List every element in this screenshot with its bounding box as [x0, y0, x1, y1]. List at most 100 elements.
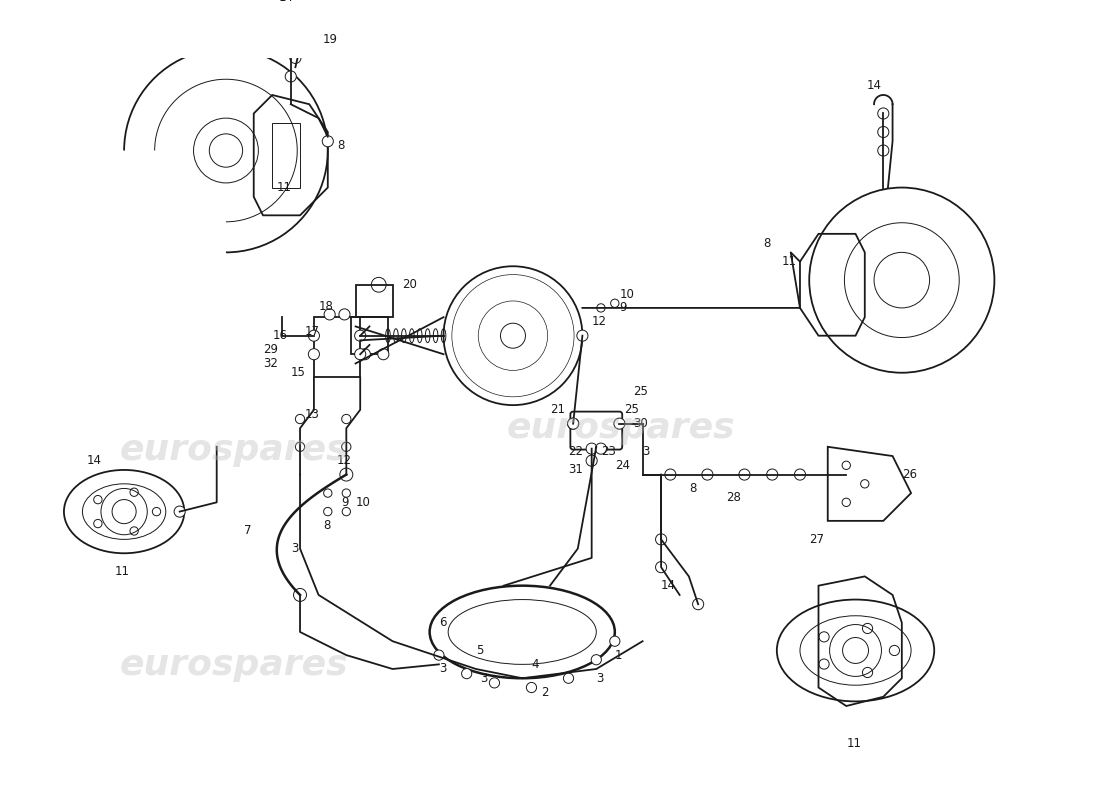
Circle shape: [568, 418, 579, 430]
Text: 11: 11: [114, 566, 130, 578]
Text: 23: 23: [601, 445, 616, 458]
Circle shape: [576, 330, 588, 342]
Circle shape: [527, 682, 537, 693]
Text: 11: 11: [781, 255, 796, 268]
Text: 18: 18: [319, 299, 333, 313]
Text: 1: 1: [615, 649, 623, 662]
Text: 13: 13: [305, 408, 319, 421]
Circle shape: [354, 349, 366, 360]
Circle shape: [664, 469, 675, 480]
Circle shape: [342, 507, 351, 516]
Circle shape: [609, 636, 620, 646]
Text: eurospares: eurospares: [507, 411, 736, 446]
Text: 16: 16: [272, 329, 287, 342]
Circle shape: [342, 442, 351, 451]
Text: 21: 21: [550, 403, 565, 416]
Circle shape: [843, 461, 850, 470]
Text: 3: 3: [290, 542, 298, 555]
Text: 2: 2: [541, 686, 548, 698]
Circle shape: [324, 309, 336, 320]
Text: 8: 8: [323, 519, 330, 532]
Bar: [314, 317, 360, 378]
Circle shape: [693, 598, 704, 610]
Circle shape: [591, 654, 602, 665]
Circle shape: [595, 443, 606, 454]
Circle shape: [610, 299, 619, 307]
Text: 3: 3: [596, 672, 604, 685]
Circle shape: [296, 414, 305, 424]
Text: 31: 31: [569, 463, 583, 477]
Circle shape: [702, 469, 713, 480]
Circle shape: [340, 468, 353, 481]
Text: 28: 28: [726, 491, 740, 504]
Text: 8: 8: [337, 139, 344, 152]
Circle shape: [586, 443, 597, 454]
Text: 12: 12: [592, 315, 607, 328]
Circle shape: [308, 330, 319, 342]
Circle shape: [174, 506, 185, 517]
Circle shape: [878, 145, 889, 156]
Text: 3: 3: [481, 672, 488, 685]
Circle shape: [563, 673, 573, 683]
Text: eurospares: eurospares: [120, 434, 349, 467]
Circle shape: [656, 534, 667, 545]
Circle shape: [433, 650, 444, 660]
Circle shape: [656, 562, 667, 573]
Circle shape: [614, 418, 625, 430]
Text: 8: 8: [763, 237, 770, 250]
Text: 29: 29: [263, 343, 278, 356]
Text: 10: 10: [619, 287, 635, 301]
Circle shape: [354, 330, 366, 342]
Circle shape: [878, 126, 889, 138]
Text: 3: 3: [642, 445, 650, 458]
Text: 7: 7: [244, 524, 252, 537]
Circle shape: [739, 469, 750, 480]
Circle shape: [294, 589, 307, 602]
Circle shape: [878, 108, 889, 119]
Text: 17: 17: [305, 325, 320, 338]
Bar: [355, 285, 393, 317]
Text: 24: 24: [615, 459, 630, 472]
Circle shape: [360, 349, 371, 360]
Circle shape: [462, 669, 472, 678]
Text: 12: 12: [337, 454, 352, 467]
Circle shape: [586, 455, 597, 466]
Text: 32: 32: [263, 357, 278, 370]
Text: 9: 9: [619, 302, 627, 314]
Text: 9: 9: [342, 496, 349, 509]
Text: 11: 11: [277, 181, 292, 194]
Circle shape: [289, 34, 301, 45]
Text: 6: 6: [439, 616, 447, 630]
Circle shape: [843, 498, 850, 506]
Text: 14: 14: [661, 579, 676, 592]
Text: 22: 22: [569, 445, 583, 458]
Bar: [272, 122, 300, 187]
Circle shape: [339, 309, 350, 320]
Circle shape: [767, 469, 778, 480]
Text: 11: 11: [846, 737, 861, 750]
Text: 8: 8: [689, 482, 696, 495]
Circle shape: [860, 480, 869, 488]
Text: 15: 15: [290, 366, 306, 379]
Circle shape: [342, 414, 351, 424]
Circle shape: [323, 507, 332, 516]
Text: 25: 25: [634, 385, 648, 398]
Circle shape: [285, 71, 296, 82]
Text: 10: 10: [355, 496, 371, 509]
Text: 19: 19: [323, 33, 338, 46]
Text: eurospares: eurospares: [120, 648, 349, 682]
Circle shape: [794, 469, 805, 480]
Circle shape: [597, 304, 605, 312]
Text: 14: 14: [867, 79, 881, 92]
Circle shape: [490, 678, 499, 688]
Text: 25: 25: [624, 403, 639, 416]
Text: 5: 5: [476, 644, 483, 657]
Circle shape: [377, 349, 389, 360]
Bar: [351, 317, 388, 354]
Circle shape: [308, 349, 319, 360]
Circle shape: [322, 136, 333, 147]
Text: 26: 26: [902, 468, 916, 481]
Text: 30: 30: [634, 417, 648, 430]
Text: 27: 27: [810, 533, 824, 546]
Text: 20: 20: [402, 278, 417, 291]
